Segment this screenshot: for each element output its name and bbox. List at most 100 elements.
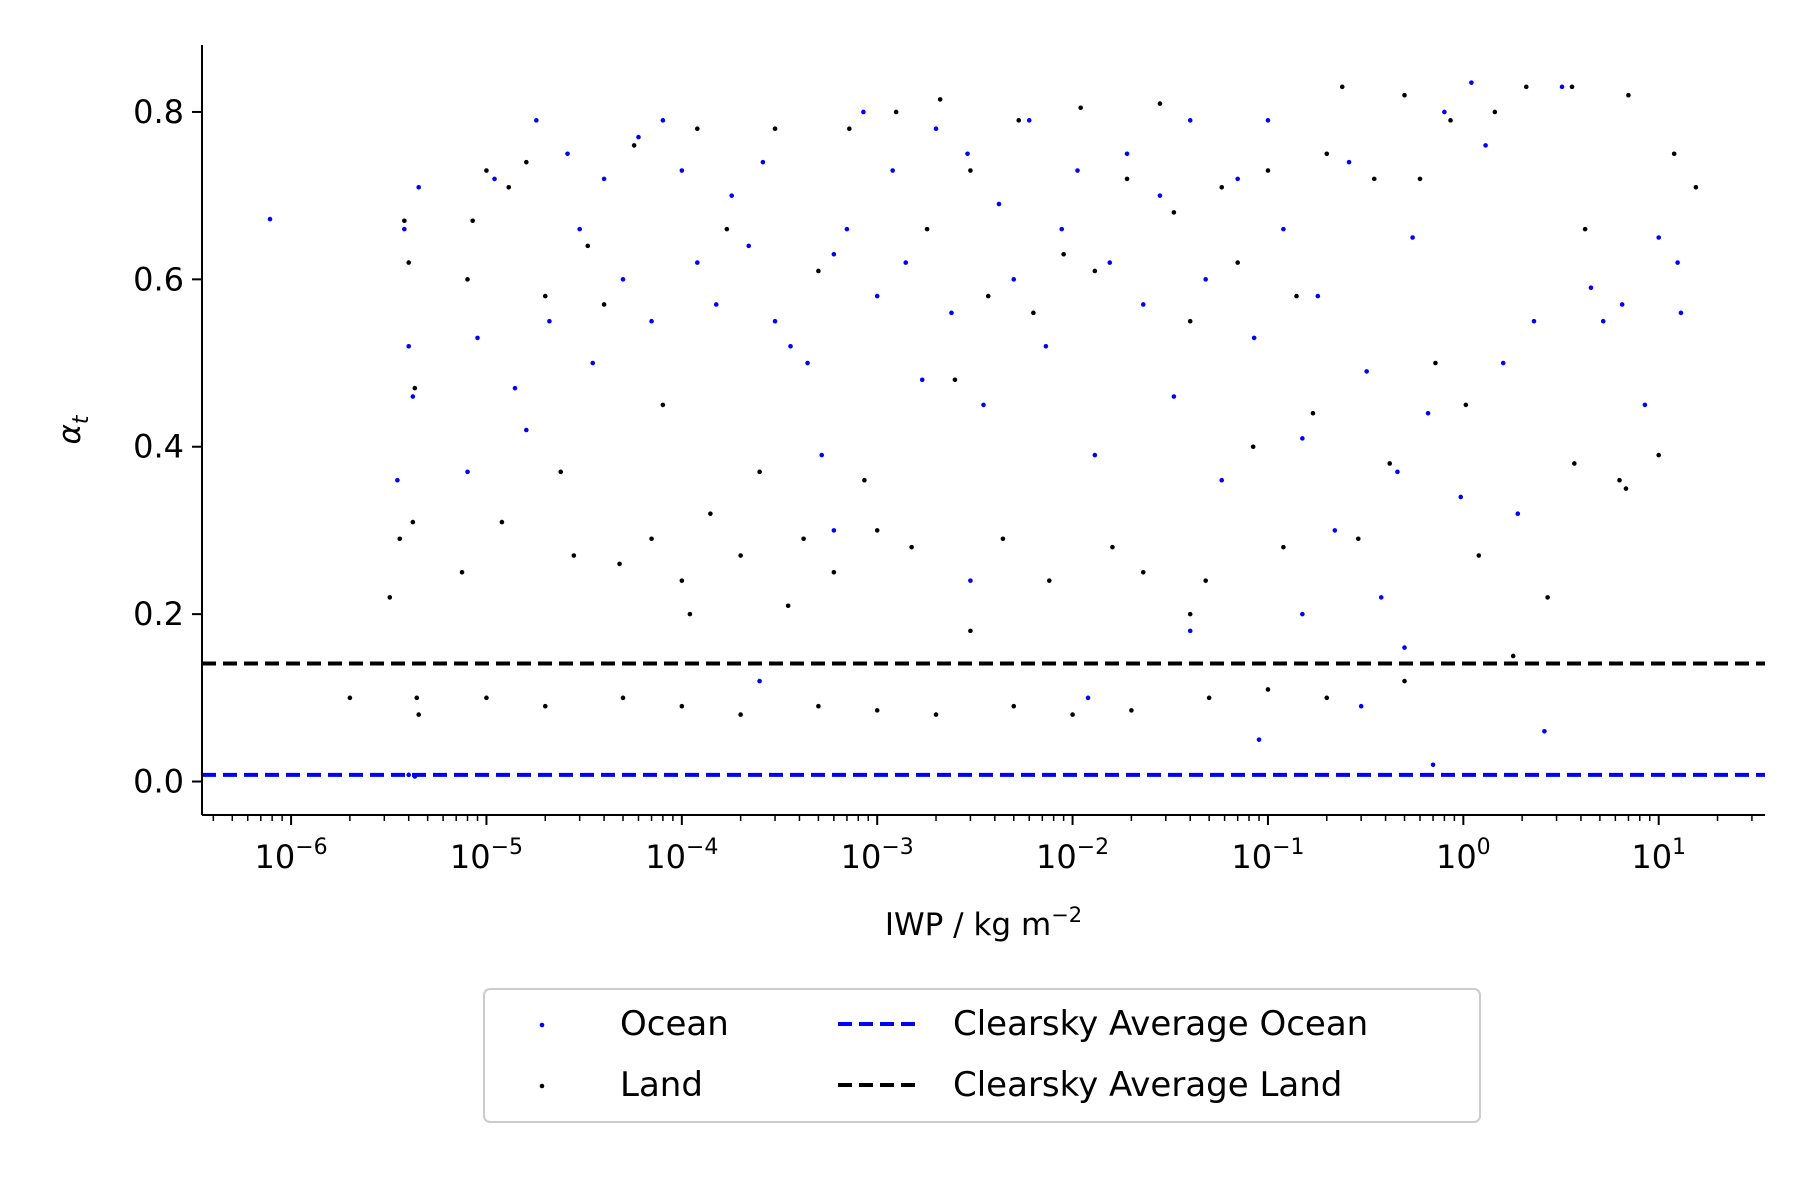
y-tick-label: 0.0 [133, 763, 184, 801]
land-point [571, 553, 577, 558]
land-point [1402, 678, 1407, 684]
land-point [1187, 611, 1193, 617]
land-point [738, 553, 743, 558]
x-axis-label-exponent: −2 [1051, 903, 1082, 927]
land-point [924, 226, 930, 232]
y-axis-ticks: 0.0 0.2 0.4 0.6 0.8 [133, 93, 202, 801]
land-point [1235, 260, 1240, 265]
ocean-point [1346, 159, 1352, 165]
legend-ocean-avg-label: Clearsky Average Ocean [953, 1004, 1368, 1044]
ocean-point [788, 344, 793, 349]
land-point [1545, 595, 1550, 600]
land-point [1582, 226, 1588, 232]
land-point [1656, 452, 1661, 458]
land-point [410, 519, 416, 525]
land-point [816, 268, 821, 274]
land-point [968, 628, 973, 634]
land-point [1402, 92, 1407, 98]
land-point [1310, 410, 1316, 416]
legend-land-avg-label: Clearsky Average Land [953, 1065, 1342, 1105]
ocean-point [1011, 277, 1017, 282]
ocean-point [547, 318, 552, 324]
land-point [1371, 176, 1377, 182]
land-point [695, 126, 700, 131]
ocean-point [1402, 645, 1407, 650]
ocean-point [831, 528, 837, 533]
land-points [347, 84, 1699, 717]
land-point [1623, 486, 1629, 491]
ocean-point [565, 151, 570, 157]
ocean-point [406, 772, 412, 778]
land-point [1000, 536, 1006, 542]
land-point [620, 695, 626, 701]
ocean-point [402, 226, 407, 232]
land-point [1061, 251, 1066, 257]
land-point [1417, 176, 1423, 182]
ocean-point [903, 260, 909, 265]
land-point [801, 536, 806, 542]
land-point [542, 703, 548, 709]
land-point [524, 159, 529, 165]
ocean-point [1500, 360, 1506, 366]
land-point [1031, 310, 1036, 316]
ocean-point [949, 310, 954, 316]
ocean-point [1187, 628, 1193, 634]
land-point [1281, 544, 1286, 550]
ocean-point [395, 477, 400, 483]
ocean-point [831, 251, 837, 257]
ocean-point [1043, 344, 1049, 349]
ocean-point [1315, 293, 1321, 299]
ocean-point [1300, 611, 1305, 617]
land-point [1092, 268, 1098, 274]
ocean-point [1235, 176, 1240, 182]
ocean-point [1531, 318, 1537, 324]
y-tick-label: 0.4 [133, 428, 184, 466]
ocean-point [1364, 369, 1369, 374]
land-point [1523, 84, 1529, 90]
ocean-point [577, 226, 582, 232]
ocean-point [660, 118, 666, 123]
land-point [660, 402, 666, 408]
land-point [459, 569, 465, 575]
ocean-point [601, 176, 607, 182]
x-tick-label: 10−4 [645, 835, 718, 876]
ocean-point [406, 344, 412, 349]
ocean-point [524, 427, 529, 433]
ocean-point [1678, 310, 1684, 316]
ocean-point [890, 168, 895, 173]
ocean-point [713, 302, 719, 307]
land-point [933, 712, 939, 717]
land-point [1492, 109, 1498, 115]
land-point [687, 611, 693, 617]
ocean-point [1157, 193, 1163, 198]
ocean-point [1358, 703, 1364, 709]
ocean-point [1124, 151, 1130, 157]
land-point [1206, 695, 1212, 701]
ocean-point [1395, 469, 1400, 475]
ocean-point [757, 678, 762, 684]
ocean-point [1378, 595, 1384, 600]
land-point [1129, 708, 1134, 713]
land-point [1157, 101, 1163, 106]
x-tick-label: 100 [1436, 835, 1491, 876]
ocean-point [772, 318, 778, 324]
land-point [1572, 461, 1577, 466]
ocean-point [1642, 402, 1648, 408]
land-point [679, 578, 685, 583]
land-point [1433, 360, 1438, 366]
ocean-point [1187, 118, 1193, 123]
land-point [542, 293, 548, 299]
land-point [893, 109, 899, 115]
ocean-point [1425, 410, 1431, 416]
ocean-point [649, 318, 654, 324]
land-point [406, 260, 412, 265]
ocean-point [861, 109, 866, 115]
x-axis-ticks: 10−6 10−5 10−4 10−3 10−2 10−1 100 101 [212, 815, 1753, 876]
land-point [952, 377, 958, 383]
ocean-point [679, 168, 685, 173]
ocean-point [1588, 285, 1594, 291]
land-point [402, 218, 407, 224]
land-point [412, 385, 418, 391]
axes: 10−6 10−5 10−4 10−3 10−2 10−1 100 101 0.0 0.2 0.4… [133, 45, 1765, 876]
land-point [1070, 712, 1075, 717]
